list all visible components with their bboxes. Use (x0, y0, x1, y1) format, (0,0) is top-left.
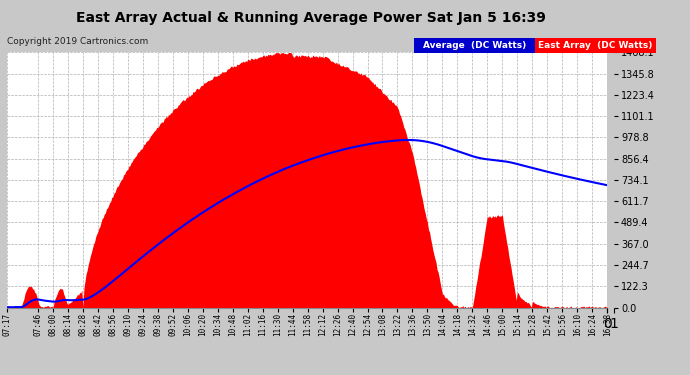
Text: East Array  (DC Watts): East Array (DC Watts) (538, 41, 652, 50)
Text: Average  (DC Watts): Average (DC Watts) (423, 41, 526, 50)
Text: Copyright 2019 Cartronics.com: Copyright 2019 Cartronics.com (7, 38, 148, 46)
Text: East Array Actual & Running Average Power Sat Jan 5 16:39: East Array Actual & Running Average Powe… (76, 11, 545, 25)
